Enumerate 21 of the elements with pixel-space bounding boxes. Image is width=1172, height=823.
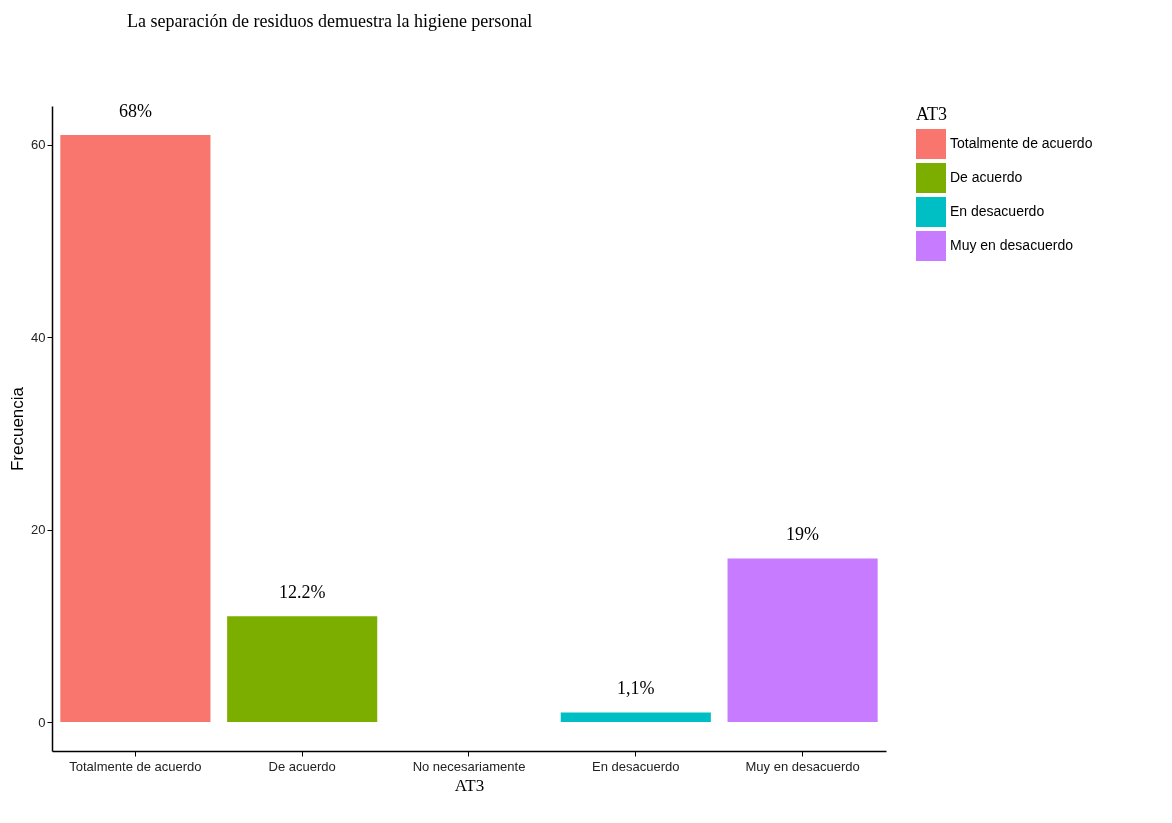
text: 12.2% (278, 582, 326, 603)
text: 68% (118, 100, 152, 121)
legend-label: Muy en desacuerdo (950, 237, 1074, 253)
y-tick-label: 20 (31, 522, 46, 538)
y-tick-label: 0 (38, 714, 46, 730)
text: 19% (786, 524, 820, 545)
x-tick-label: Muy en desacuerdo (745, 758, 860, 774)
x-axis-title: AT3 (454, 775, 485, 795)
x-tick-label: En desacuerdo (592, 758, 680, 774)
y-axis-title: Frecuencia (8, 386, 28, 472)
text: 1,1% (617, 678, 655, 699)
chart-title: La separación de residuos demuestra la higiene personal (127, 10, 533, 31)
x-tick-label: No necesariamente (412, 758, 526, 774)
legend-label: De acuerdo (950, 169, 1023, 185)
legend-label: En desacuerdo (950, 203, 1045, 219)
x-tick-label: De acuerdo (268, 758, 336, 774)
legend-title: AT3 (916, 104, 947, 124)
x-tick-label: Totalmente de acuerdo (69, 758, 202, 774)
y-tick-label: 40 (31, 329, 46, 345)
legend-label: Totalmente de acuerdo (950, 135, 1093, 151)
y-tick-label: 60 (31, 137, 46, 153)
